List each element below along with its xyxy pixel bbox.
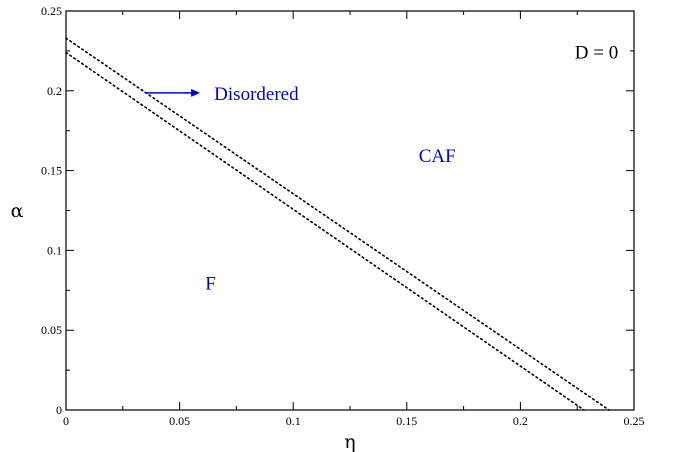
y-tick-label: 0.1: [47, 243, 62, 257]
y-tick-label: 0.25: [41, 4, 62, 18]
y-axis-label: α: [11, 200, 24, 222]
x-axis-label: η: [344, 431, 355, 452]
tick-group: 0 0.05 0.1 0.15 0.2 0.25 0 0.05 0.1 0.15 0.2 0.25: [41, 4, 645, 428]
x-tick-label: 0.05: [169, 414, 190, 428]
x-tick-label: 0.2: [513, 414, 528, 428]
annotation-f: F: [205, 273, 216, 294]
y-tick-label: 0: [56, 403, 62, 417]
plot-frame: [65, 10, 635, 411]
annotation-group: D = 0 Disordered CAF F: [145, 43, 618, 294]
annotation-d-0: D = 0: [575, 43, 618, 64]
series-group: [65, 37, 610, 411]
phase-boundary-line-2: [65, 51, 585, 411]
y-tick-label: 0.05: [41, 323, 62, 337]
y-tick-label: 0.15: [41, 164, 62, 178]
annotation-caf: CAF: [419, 146, 456, 167]
x-tick-label: 0.25: [624, 414, 645, 428]
x-tick-label: 0: [63, 414, 69, 428]
x-tick-label: 0.1: [286, 414, 301, 428]
y-tick-label: 0.2: [47, 84, 62, 98]
phase-boundary-line-1: [65, 37, 610, 411]
annotation-disordered: Disordered: [214, 84, 299, 105]
x-tick-label: 0.15: [396, 414, 417, 428]
arrow-head-icon: [191, 88, 201, 97]
